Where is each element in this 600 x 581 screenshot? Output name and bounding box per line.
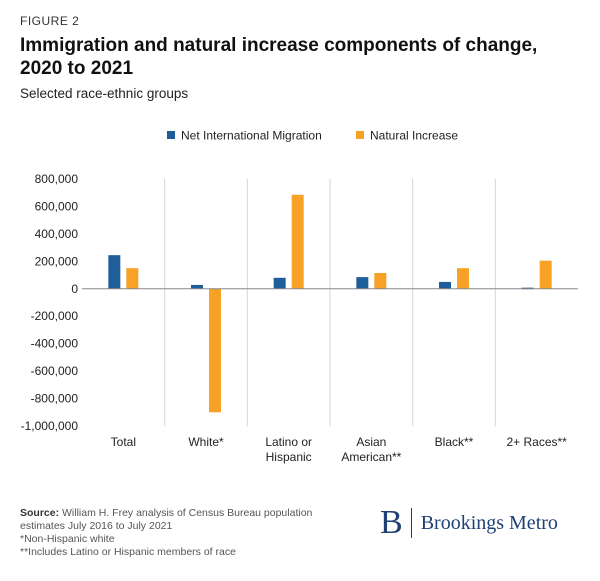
legend-swatch-0	[167, 131, 175, 139]
bar-natural	[540, 261, 552, 289]
logo-text: Brookings Metro	[421, 512, 558, 535]
logo-divider	[411, 508, 412, 538]
legend-label-0: Net International Migration	[181, 129, 322, 143]
y-tick-label: 0	[71, 282, 78, 296]
bar-migration	[191, 285, 203, 289]
footnote-races: **Includes Latino or Hispanic members of…	[20, 546, 350, 559]
logo-mark: B	[380, 506, 403, 540]
bar-migration	[274, 278, 286, 289]
brookings-metro-logo: B Brookings Metro	[380, 506, 558, 540]
source-note: Source: William H. Frey analysis of Cens…	[20, 507, 350, 533]
category-label: White*	[188, 435, 224, 449]
bar-natural	[292, 195, 304, 289]
y-tick-label: -200,000	[31, 309, 79, 323]
category-label: Total	[111, 435, 136, 449]
y-tick-label: 400,000	[35, 227, 79, 241]
category-label: Asian	[356, 435, 386, 449]
legend-swatch-1	[356, 131, 364, 139]
y-tick-label: 800,000	[35, 172, 79, 186]
bar-migration	[439, 282, 451, 289]
source-text: William H. Frey analysis of Census Burea…	[20, 507, 312, 532]
category-label: Latino or	[265, 435, 312, 449]
category-label: American**	[341, 450, 401, 464]
bar-chart: Net International Migration Natural Incre…	[0, 0, 600, 500]
category-label: Black**	[435, 435, 474, 449]
y-tick-label: -1,000,000	[21, 419, 79, 433]
y-tick-label: -400,000	[31, 337, 79, 351]
category-label: Hispanic	[266, 450, 312, 464]
category-label: 2+ Races**	[506, 435, 567, 449]
chart-footer: Source: William H. Frey analysis of Cens…	[20, 507, 350, 559]
y-tick-label: -800,000	[31, 392, 79, 406]
bar-natural	[209, 289, 221, 413]
bar-migration	[108, 255, 120, 289]
bar-natural	[457, 268, 469, 289]
y-tick-label: -600,000	[31, 364, 79, 378]
y-tick-label: 200,000	[35, 254, 79, 268]
bar-natural	[374, 273, 386, 289]
y-tick-label: 600,000	[35, 199, 79, 213]
footnote-white: *Non-Hispanic white	[20, 533, 350, 546]
legend-label-1: Natural Increase	[370, 129, 458, 143]
bar-migration	[356, 277, 368, 289]
source-label: Source:	[20, 507, 59, 519]
bar-natural	[126, 268, 138, 289]
